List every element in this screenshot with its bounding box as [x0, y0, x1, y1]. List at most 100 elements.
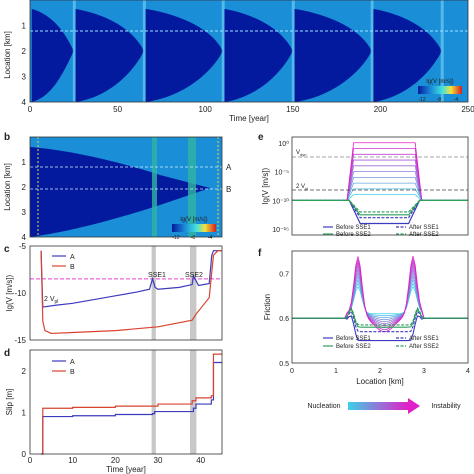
- panel-f-legend: Before SSE1 Before SSE2 After SSE1 After…: [323, 336, 439, 350]
- panel-c-frame: [29, 245, 223, 341]
- panel-e-ylabel: lg(V [m/s]): [261, 167, 270, 204]
- panel-c-yticks: -15 -10 -5: [14, 242, 26, 345]
- x-tick-label: 40: [196, 456, 205, 465]
- friction-profile: [292, 271, 468, 323]
- friction-profile: [292, 282, 468, 319]
- y-tick-label: 0.6: [279, 316, 289, 323]
- panel-b-ylabel: Location [km]: [3, 163, 12, 211]
- panel-d-frame: [29, 349, 223, 455]
- y-tick-label: 1: [22, 408, 27, 417]
- panel-c-sse1-label: SSE1: [148, 272, 166, 279]
- panel-b-marker-A: A: [226, 163, 232, 172]
- velocity-profile: [292, 148, 468, 201]
- rupture-wedge: [145, 8, 223, 102]
- panel-c: c -15 -10 -5 lg(V [m/s]) SSE1 SSE2 2 Vpl A…: [4, 242, 223, 345]
- panel-f-xlabel: Location [km]: [356, 377, 404, 386]
- sse-shaded-interval: [151, 246, 156, 340]
- series-line-B: [40, 250, 222, 335]
- panel-c-2vpl-label: 2 Vpl: [44, 296, 58, 305]
- x-tick-label: 100: [199, 105, 213, 114]
- series-line-B: [41, 353, 222, 455]
- colorbar-tick-label: -12: [418, 97, 425, 103]
- gradient-arrow-shaft: [348, 402, 408, 410]
- panel-e-legend-after1: After SSE1: [409, 225, 439, 231]
- colorbar-tick-label: -4: [454, 97, 459, 103]
- panel-a: 1 2 3 4 0 50 100 150 200 250 Location [km] Time …: [3, 0, 474, 123]
- panel-d-legend-B: B: [70, 369, 75, 376]
- y-tick-label: 1: [22, 158, 27, 167]
- colorbar-tick-label: -12: [172, 235, 179, 241]
- rupture-band: [291, 0, 295, 102]
- legend-profile: [292, 199, 468, 216]
- y-tick-label: 10⁻¹⁰: [272, 197, 289, 205]
- x-tick-label: 3: [422, 368, 426, 375]
- panel-e-2vpl-label: 2 Vpl: [296, 184, 308, 191]
- panel-d-legend-A: A: [70, 359, 75, 366]
- panel-d: d 0 1 2 0 10 20 30 40 Slip [m] Time [year] A B: [4, 348, 223, 474]
- rupture-band: [72, 0, 76, 102]
- panel-f-xticks: 0 1 2 3 4: [290, 368, 470, 375]
- gradient-arrow-head: [408, 398, 420, 414]
- panel-b-sse1-band: [152, 137, 157, 237]
- y-tick-label: 2: [22, 367, 27, 376]
- y-tick-label: 10⁻⁵: [275, 170, 289, 177]
- panel-b-colorbar-label: lg(V [m/s]): [180, 217, 207, 223]
- panel-b-letter: b: [4, 132, 10, 143]
- y-tick-label: 4: [22, 98, 27, 107]
- panel-b: b A B 1 2 3 4 Location [km] lg(V [m/s]) -12…: [3, 132, 232, 242]
- rupture-wedge: [294, 8, 372, 102]
- panel-a-xlabel: Time [year]: [229, 114, 269, 123]
- y-tick-label: -5: [19, 242, 27, 251]
- velocity-profile: [292, 171, 468, 201]
- panel-e-vdyn-label: Vdyn: [296, 150, 306, 157]
- friction-profile: [292, 285, 468, 319]
- panel-e-legend-before2: Before SSE2: [336, 232, 371, 238]
- sse-shaded-interval: [190, 246, 197, 340]
- velocity-profile: [292, 182, 468, 201]
- rupture-wedge: [31, 8, 74, 102]
- panel-a-rupture-wedges: [31, 0, 444, 102]
- x-tick-label: 10: [68, 456, 77, 465]
- y-tick-label: -10: [14, 289, 26, 298]
- rupture-wedge: [373, 8, 442, 102]
- y-tick-label: 2: [22, 47, 27, 56]
- y-tick-label: 3: [22, 208, 27, 217]
- panel-a-colorbar-label: lg(V [m/s]): [426, 79, 453, 85]
- panel-b-frame: [29, 136, 223, 238]
- friction-profile: [292, 275, 468, 321]
- panel-a-yticks: 1 2 3 4: [22, 22, 27, 108]
- friction-profile: [292, 278, 468, 319]
- panel-a-colorbar: [418, 86, 462, 94]
- panel-e-profiles: [292, 142, 468, 225]
- rupture-band: [142, 0, 146, 102]
- x-tick-label: 1: [334, 368, 338, 375]
- panel-e-letter: e: [258, 132, 264, 143]
- colorbar-tick-label: -8: [437, 97, 442, 103]
- panel-f-frame: [291, 250, 469, 364]
- x-tick-label: 0: [28, 105, 33, 114]
- y-tick-label: 0.7: [279, 271, 289, 278]
- panel-d-letter: d: [4, 348, 10, 359]
- panel-d-legend: A B: [52, 359, 75, 376]
- panel-f-profiles: [292, 255, 468, 342]
- panel-e-legend-before1: Before SSE1: [336, 225, 371, 231]
- panel-d-shaded-intervals: [151, 350, 197, 454]
- colorbar-tick-label: -4: [208, 235, 213, 241]
- x-tick-label: 250: [461, 105, 474, 114]
- panel-a-xticks: 0 50 100 150 200 250: [28, 105, 474, 114]
- panel-c-shaded-intervals: [151, 246, 197, 340]
- panel-f-yticks: 0.5 0.6 0.7: [279, 271, 289, 368]
- panel-d-series: [41, 353, 222, 455]
- panel-c-legend-A: A: [70, 254, 75, 261]
- x-tick-label: 30: [154, 456, 163, 465]
- x-tick-label: 2: [378, 368, 382, 375]
- panel-c-letter: c: [4, 244, 10, 255]
- x-tick-label: 200: [374, 105, 388, 114]
- panel-e-legend: Before SSE1 Before SSE2 After SSE1 After…: [323, 225, 439, 238]
- y-tick-label: 4: [22, 233, 27, 242]
- x-tick-label: 50: [113, 105, 122, 114]
- rupture-band: [221, 0, 225, 102]
- x-tick-label: 150: [286, 105, 300, 114]
- series-line-A: [40, 250, 222, 308]
- panel-c-sse2-label: SSE2: [185, 272, 203, 279]
